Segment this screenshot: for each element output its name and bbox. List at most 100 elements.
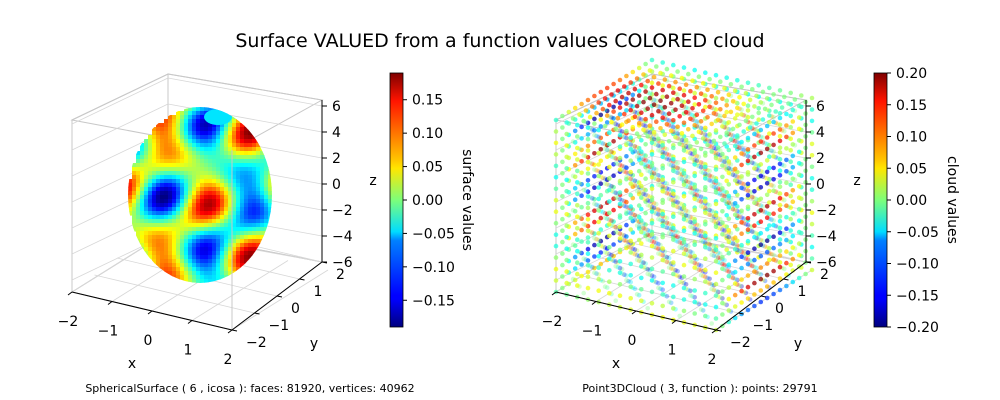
- surface-patch: [180, 179, 185, 184]
- cloud-point: [707, 104, 712, 110]
- cloud-point: [732, 178, 738, 183]
- cloud-point: [784, 260, 789, 266]
- surface-patch: [156, 179, 161, 184]
- surface-patch: [180, 199, 185, 204]
- cloud-point: [664, 254, 670, 260]
- cloud-point: [683, 82, 689, 87]
- cloud-point: [647, 91, 653, 96]
- surface-patch: [232, 251, 237, 256]
- cloud-point: [739, 146, 744, 152]
- surface-patch: [224, 155, 229, 160]
- cloud-point: [683, 178, 689, 184]
- cloud-point: [683, 144, 689, 149]
- cloud-point: [585, 246, 591, 252]
- surface-patch: [140, 203, 145, 208]
- cloud-point: [596, 253, 601, 259]
- surface-patch: [256, 195, 261, 200]
- surface-patch: [152, 239, 157, 244]
- cloud-point: [660, 269, 665, 274]
- cloud-point: [630, 212, 636, 217]
- surface-patch: [160, 203, 165, 208]
- cloud-point: [796, 195, 802, 200]
- surface-patch: [264, 163, 269, 168]
- surface-patch: [240, 219, 245, 224]
- cloud-point: [792, 97, 798, 102]
- cloud-point: [617, 282, 623, 287]
- cloud-point: [564, 234, 569, 240]
- cloud-point: [572, 254, 578, 260]
- cloud-point: [707, 168, 712, 174]
- cloud-point: [752, 230, 757, 235]
- cloud-point: [577, 112, 582, 117]
- cloud-point: [592, 208, 597, 213]
- cloud-point: [720, 186, 725, 191]
- surface-patch: [196, 207, 201, 212]
- surface-patch: [232, 183, 237, 188]
- cloud-point: [645, 266, 650, 272]
- cloud-point: [752, 269, 757, 274]
- cloud-point: [764, 181, 770, 186]
- cloud-point: [686, 175, 691, 180]
- surface-patch: [256, 203, 261, 208]
- cloud-point: [747, 125, 753, 130]
- cloud-point: [658, 105, 663, 110]
- cloud-point: [553, 129, 559, 134]
- cloud-point: [775, 259, 781, 264]
- cloud-point: [666, 255, 672, 261]
- cloud-point: [758, 242, 764, 247]
- cloud-point: [668, 231, 674, 237]
- surface-patch: [236, 207, 241, 212]
- surface-patch: [132, 175, 137, 180]
- surface-patch: [148, 159, 153, 164]
- cloud-point: [585, 136, 591, 142]
- surface-patch: [204, 155, 209, 160]
- cloud-point: [585, 189, 591, 194]
- cloud-point: [696, 74, 702, 79]
- surface-patch: [148, 163, 153, 168]
- cloud-point: [752, 166, 757, 171]
- y-tick-mark: [231, 329, 238, 332]
- surface-patch: [176, 127, 181, 132]
- surface-patch: [184, 139, 189, 144]
- cloud-point: [624, 211, 629, 216]
- surface-patch: [216, 223, 221, 228]
- surface-patch: [148, 215, 153, 220]
- cloud-point: [692, 276, 697, 282]
- surface-patch: [232, 131, 237, 136]
- cloud-point: [585, 223, 591, 229]
- surface-patch: [192, 159, 197, 164]
- surface-patch: [240, 127, 245, 132]
- surface-patch: [168, 163, 173, 168]
- surface-patch: [236, 255, 241, 260]
- surface-patch: [240, 187, 245, 192]
- cloud-point: [585, 120, 591, 126]
- surface-patch: [180, 183, 185, 188]
- surface-patch: [196, 251, 201, 256]
- cloud-point: [560, 148, 565, 153]
- cloud-point: [649, 80, 655, 86]
- z-axis-label: z: [369, 173, 376, 189]
- surface-patch: [232, 235, 237, 240]
- surface-patch: [236, 235, 241, 240]
- cloud-point: [758, 219, 764, 224]
- surface-patch: [260, 211, 265, 216]
- cloud-point: [639, 225, 644, 230]
- surface-patch: [268, 215, 272, 220]
- surface-patch: [152, 215, 157, 220]
- surface-patch: [140, 235, 145, 240]
- cloud-point: [720, 192, 725, 198]
- cloud-point: [645, 106, 650, 111]
- surface-patch: [164, 155, 169, 160]
- surface-patch: [212, 183, 217, 188]
- cloud-point: [703, 187, 708, 193]
- cloud-point: [624, 243, 629, 249]
- cloud-point: [698, 160, 704, 165]
- cloud-point: [754, 162, 759, 167]
- cloud-point: [754, 128, 759, 133]
- surface-patch: [164, 175, 169, 180]
- cloud-point: [726, 147, 732, 153]
- cloud-point: [656, 246, 661, 252]
- x-tick-label: 1: [668, 343, 677, 359]
- surface-patch: [256, 191, 261, 196]
- cloud-point: [649, 57, 655, 63]
